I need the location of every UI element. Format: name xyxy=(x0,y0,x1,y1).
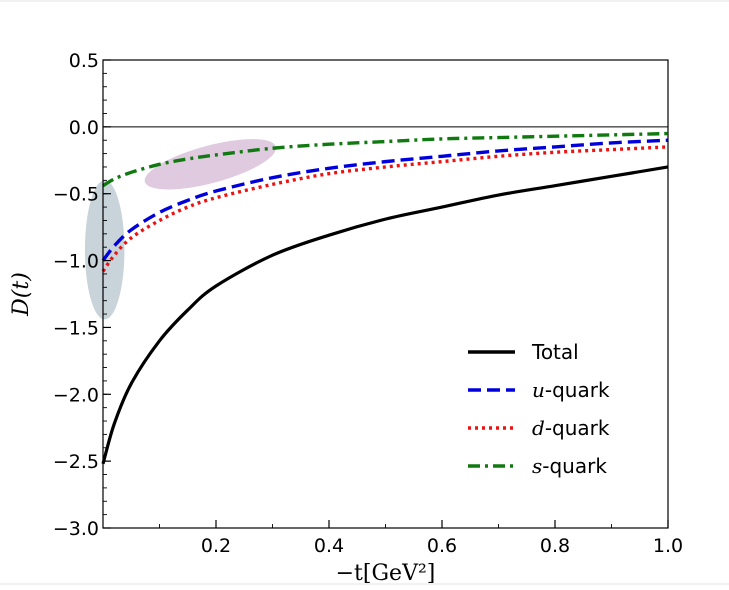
y-tick-label: −1.0 xyxy=(53,251,99,273)
y-tick-label: 0.0 xyxy=(69,117,99,139)
series-lines xyxy=(101,131,669,465)
x-tick-label: 0.6 xyxy=(427,535,457,557)
y-tick-label: −1.5 xyxy=(53,317,99,339)
axis-ticks: 0.5 0.0 −0.5 −1.0 −1.5 −2.0 −2.5 −3.0 0.2 0.4 0.6 0… xyxy=(53,50,683,557)
y-tick-label: −2.5 xyxy=(53,451,99,473)
y-tick-label: 0.5 xyxy=(69,50,99,72)
highlight-regions xyxy=(84,139,277,320)
series-line-u-quark xyxy=(101,138,669,262)
legend-label-d-quark: d-quark xyxy=(532,416,610,440)
x-tick-label: 0.2 xyxy=(201,535,231,557)
legend-label-total: Total xyxy=(531,340,579,364)
y-tick-label: −2.0 xyxy=(53,384,99,406)
x-tick-label: 1.0 xyxy=(653,535,683,557)
series-line-d-quark xyxy=(101,145,669,273)
highlight-ellipse-2 xyxy=(144,139,277,190)
legend-label-s-quark: s-quark xyxy=(532,454,607,478)
highlight-ellipse-1 xyxy=(84,180,125,320)
x-axis-label: −t[GeV²] xyxy=(336,561,436,586)
series-line-total xyxy=(101,165,669,465)
legend: Total u-quark d-quark s-quark xyxy=(468,340,610,478)
series-line-s-quark xyxy=(102,131,669,188)
x-tick-label: 0.4 xyxy=(314,535,344,557)
x-tick-label: 0.8 xyxy=(540,535,570,557)
legend-label-u-quark: u-quark xyxy=(532,378,610,402)
y-axis-label: D(t) xyxy=(9,272,34,317)
y-tick-label: −3.0 xyxy=(53,518,99,540)
y-tick-label: −0.5 xyxy=(53,184,99,206)
